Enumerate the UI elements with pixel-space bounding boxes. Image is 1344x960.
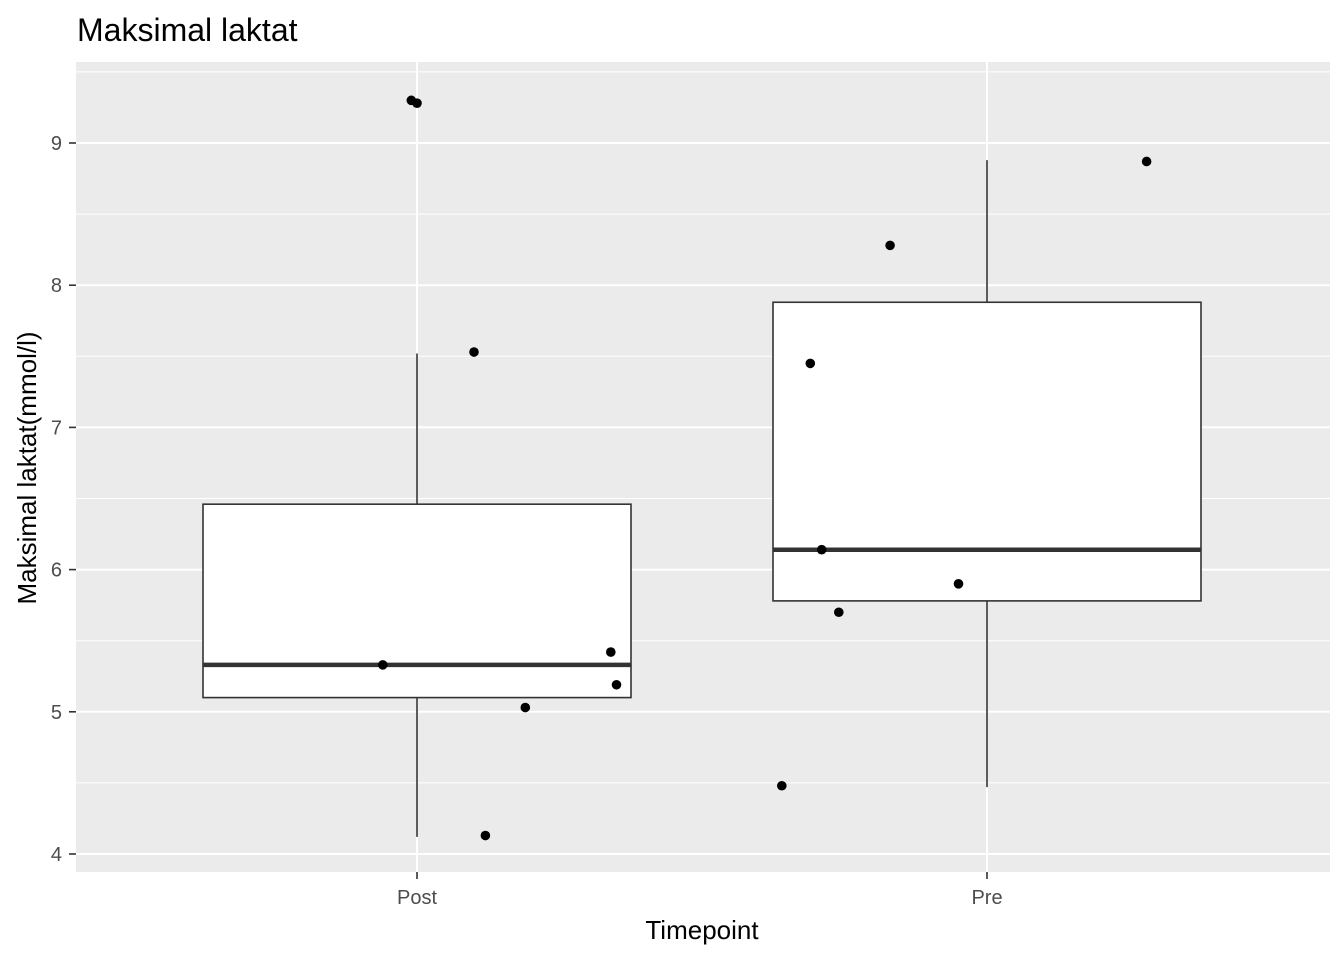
box-pre [772,160,1202,788]
data-point [1141,156,1152,167]
x-axis-title: Timepoint [645,915,759,945]
data-point [816,544,827,555]
y-tick-label: 6 [51,560,62,582]
x-tick-label: Pre [971,887,1002,909]
y-axis: 4 5 6 7 8 9 [51,133,76,866]
box-post [202,353,632,837]
y-tick-label: 5 [51,702,62,724]
data-point [953,579,964,589]
data-point [805,358,816,369]
x-axis: Post Pre [397,872,1003,909]
chart-title: Maksimal laktat [77,12,298,48]
data-point [611,679,622,690]
iqr-box [202,503,632,699]
data-point [777,780,787,791]
y-tick-label: 4 [51,844,62,866]
iqr-box [772,301,1202,602]
data-point [378,660,388,670]
data-point [885,240,895,251]
y-axis-title: Maksimal laktat(mmol/l) [12,331,42,604]
data-points [378,95,1152,841]
y-tick-label: 7 [51,417,62,439]
data-point [606,647,616,657]
data-point [412,98,422,108]
y-tick-label: 9 [51,133,62,155]
boxplot-boxes [202,160,1202,837]
data-point [520,702,531,713]
y-tick-label: 8 [51,275,62,297]
data-point [480,830,491,841]
data-point [834,607,844,618]
x-tick-label: Post [397,887,437,909]
data-point [469,347,479,357]
